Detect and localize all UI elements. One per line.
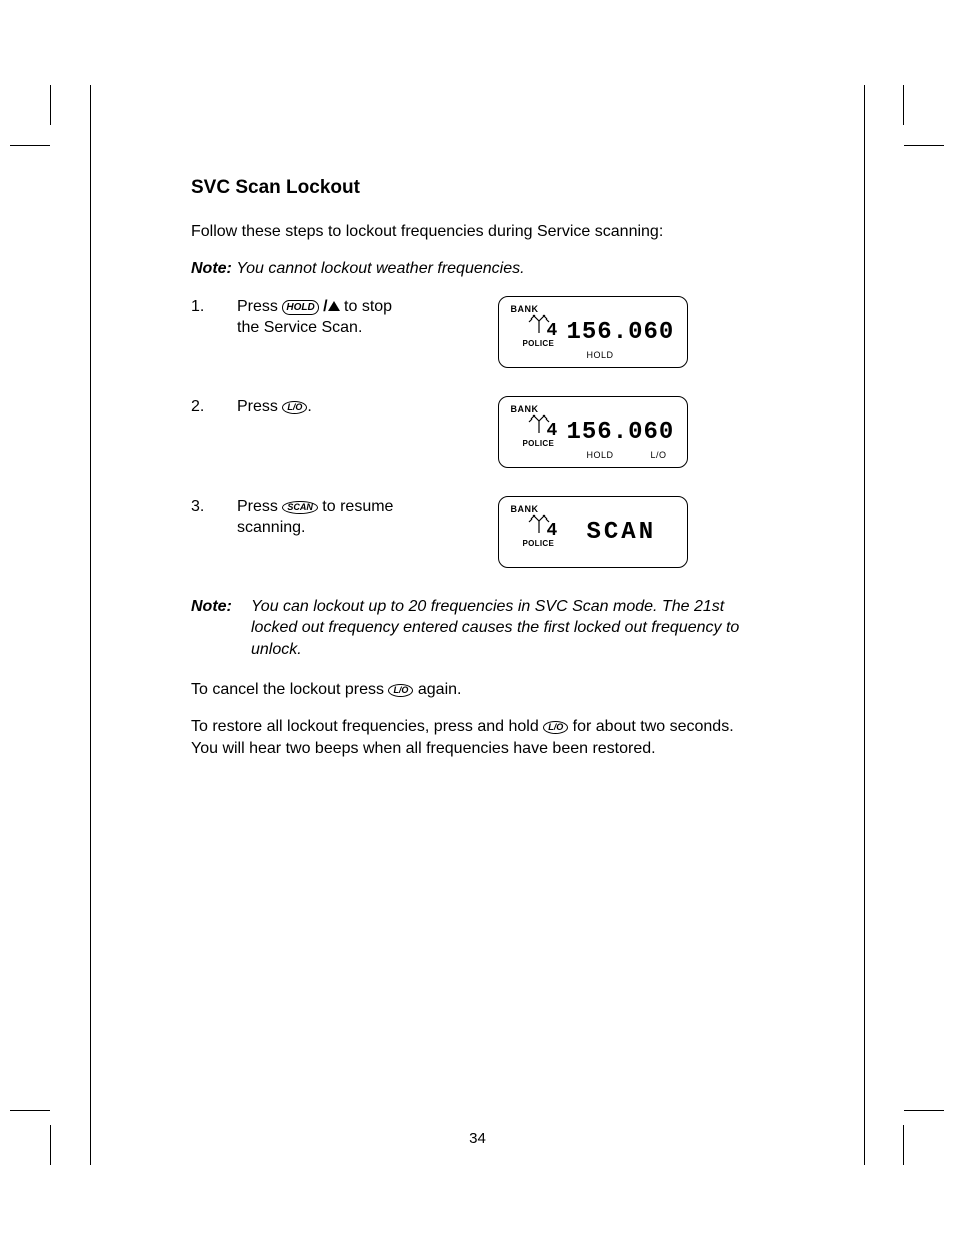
lcd-frequency: 156.060 <box>567 317 675 349</box>
up-triangle-icon <box>328 301 340 311</box>
lo-button-icon: L/O <box>543 721 568 734</box>
step-text: Press HOLD / to stop the Service Scan. <box>237 296 421 339</box>
lo-button-icon: L/O <box>388 684 413 697</box>
note-2: Note: You can lockout up to 20 frequenci… <box>191 596 764 661</box>
step-num: 3. <box>191 496 237 539</box>
intro-text: Follow these steps to lockout frequencie… <box>191 221 764 243</box>
note-label: Note: <box>191 596 251 661</box>
step-1: 1. Press HOLD / to stop the Service Scan… <box>191 296 764 368</box>
scan-button-icon: SCAN <box>282 501 318 514</box>
lcd-lo-label: L/O <box>650 449 666 461</box>
lcd-hold-label: HOLD <box>587 449 614 461</box>
step-3: 3. Press SCAN to resume scanning. BANK 4… <box>191 496 764 568</box>
step-num: 2. <box>191 396 237 418</box>
lcd-police-label: POLICE <box>523 339 555 350</box>
step-num: 1. <box>191 296 237 339</box>
note-text: You can lockout up to 20 frequencies in … <box>251 596 764 661</box>
lo-button-icon: L/O <box>282 401 307 414</box>
restore-text: To restore all lockout frequencies, pres… <box>191 716 764 759</box>
lcd-scan: SCAN <box>587 517 657 549</box>
note-label: Note: <box>191 260 232 277</box>
step-2: 2. Press L/O. BANK 4 POLICE 156.060 HOLD… <box>191 396 764 468</box>
page-number: 34 <box>91 1130 864 1147</box>
step-text: Press SCAN to resume scanning. <box>237 496 421 539</box>
lcd-police-label: POLICE <box>523 439 555 450</box>
page-title: SVC Scan Lockout <box>191 175 764 201</box>
content: SVC Scan Lockout Follow these steps to l… <box>91 85 864 759</box>
lcd-police-label: POLICE <box>523 539 555 550</box>
note-text: You cannot lockout weather frequencies. <box>236 260 524 277</box>
lcd-display-2: BANK 4 POLICE 156.060 HOLD L/O <box>498 396 688 468</box>
lcd-hold-label: HOLD <box>587 349 614 361</box>
note-1: Note: You cannot lockout weather frequen… <box>191 258 764 280</box>
lcd-frequency: 156.060 <box>567 417 675 449</box>
lcd-display-1: BANK 4 POLICE 156.060 HOLD <box>498 296 688 368</box>
lcd-display-3: BANK 4 POLICE SCAN <box>498 496 688 568</box>
hold-button-icon: HOLD <box>282 300 318 315</box>
step-text: Press L/O. <box>237 396 421 418</box>
cancel-text: To cancel the lockout press L/O again. <box>191 679 764 701</box>
page: SVC Scan Lockout Follow these steps to l… <box>90 85 865 1165</box>
